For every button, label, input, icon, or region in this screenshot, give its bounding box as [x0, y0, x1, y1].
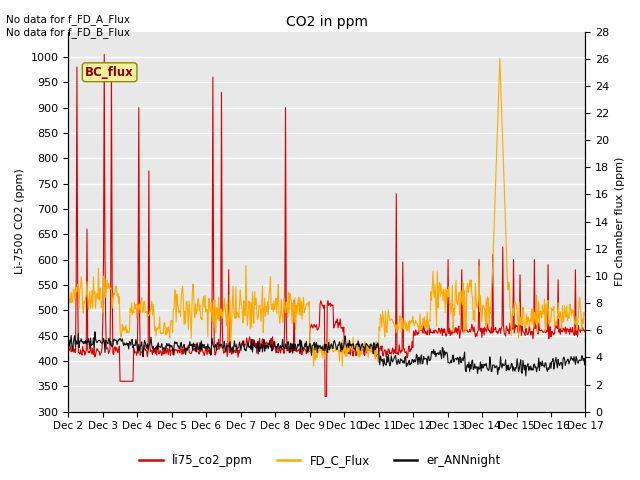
Title: CO2 in ppm: CO2 in ppm [286, 15, 368, 29]
Y-axis label: Li-7500 CO2 (ppm): Li-7500 CO2 (ppm) [15, 169, 25, 275]
Text: No data for f_FD_A_Flux
No data for f_FD_B_Flux: No data for f_FD_A_Flux No data for f_FD… [6, 14, 131, 38]
Y-axis label: FD chamber flux (ppm): FD chamber flux (ppm) [615, 157, 625, 286]
Text: BC_flux: BC_flux [85, 66, 134, 79]
Legend: li75_co2_ppm, FD_C_Flux, er_ANNnight: li75_co2_ppm, FD_C_Flux, er_ANNnight [134, 449, 506, 472]
